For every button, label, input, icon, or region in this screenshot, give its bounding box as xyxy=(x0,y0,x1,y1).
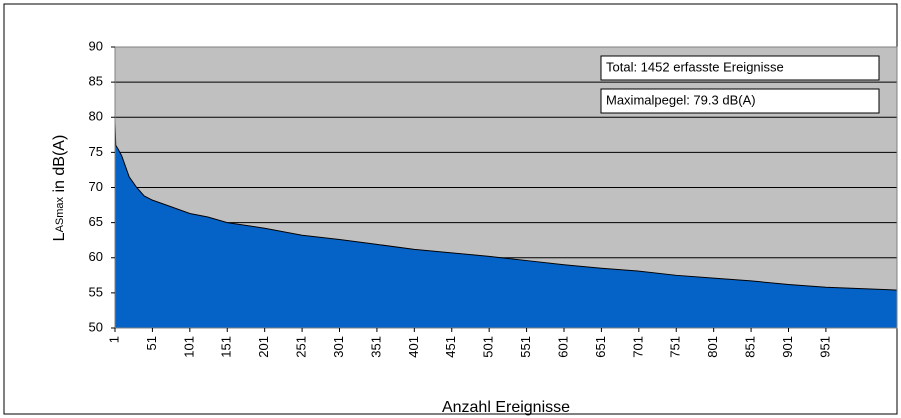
y-tick-label: 55 xyxy=(89,284,103,299)
x-tick-label: 151 xyxy=(219,336,234,358)
x-tick-label: 251 xyxy=(294,336,309,358)
x-tick-label: 401 xyxy=(406,336,421,358)
x-tick-label: 351 xyxy=(368,336,383,358)
annotation-box xyxy=(600,55,880,81)
y-label-suffix: in dB(A) xyxy=(51,135,68,197)
x-tick-label: 451 xyxy=(443,336,458,358)
x-tick-label: 851 xyxy=(743,336,758,358)
annotation: Total: 1452 erfasste Ereignisse xyxy=(606,59,784,74)
x-tick-label: 201 xyxy=(256,336,271,358)
x-tick-label: 1 xyxy=(106,336,121,343)
annotation-box xyxy=(600,88,880,114)
y-axis-label: LASmax in dB(A) xyxy=(51,135,68,242)
x-tick-label: 501 xyxy=(481,336,496,358)
y-tick-label: 90 xyxy=(89,38,103,53)
x-tick-label: 701 xyxy=(630,336,645,358)
x-tick-label: 901 xyxy=(780,336,795,358)
x-tick-label: 651 xyxy=(593,336,608,358)
x-tick-label: 751 xyxy=(668,336,683,358)
y-tick-label: 75 xyxy=(89,144,103,159)
y-tick-label: 70 xyxy=(89,179,103,194)
x-tick-label: 301 xyxy=(331,336,346,358)
y-tick-label: 85 xyxy=(89,74,103,89)
y-tick-label: 60 xyxy=(89,249,103,264)
x-tick-label: 951 xyxy=(817,336,832,358)
y-label-main: L xyxy=(51,232,68,241)
y-tick-label: 65 xyxy=(89,214,103,229)
x-tick-label: 601 xyxy=(555,336,570,358)
y-label-sub: ASmax xyxy=(54,196,66,232)
y-tick-label: 50 xyxy=(89,319,103,334)
x-tick-label: 101 xyxy=(181,336,196,358)
x-tick-label: 551 xyxy=(518,336,533,358)
y-tick-label: 80 xyxy=(89,109,103,124)
x-axis-label: Anzahl Ereignisse xyxy=(442,399,570,416)
area xyxy=(115,122,897,328)
x-tick-label: 51 xyxy=(144,336,159,350)
annotation: Maximalpegel: 79.3 dB(A) xyxy=(606,92,756,107)
area-line xyxy=(114,122,898,291)
x-tick-label: 801 xyxy=(705,336,720,358)
